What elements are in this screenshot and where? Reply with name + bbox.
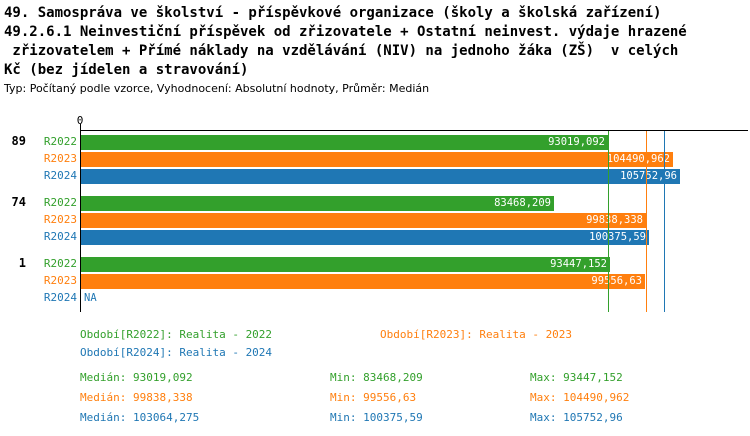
bar: 105752,96 xyxy=(81,169,680,184)
chart-title-line: zřizovatelem + Přímé náklady na vzdělává… xyxy=(4,43,679,59)
bar-chart: 0 93019,092 104490,962 105752,96 83468,209 9… xyxy=(0,114,750,312)
bar-value-label: 99556,63 xyxy=(591,275,642,287)
bar: 99838,338 xyxy=(81,213,646,228)
bar-value-label: 100375,59 xyxy=(589,231,646,243)
median-line-r2022 xyxy=(608,131,609,312)
series-label: R2022 xyxy=(43,257,77,270)
stat-max: Max: 104490,962 xyxy=(530,391,630,404)
chart-title-line: 49.2.6.1 Neinvestiční příspěvek od zřizo… xyxy=(4,24,687,40)
bar: 100375,59 xyxy=(81,230,649,245)
bar-value-label: 93447,152 xyxy=(550,258,607,270)
x-axis-origin-label: 0 xyxy=(76,114,84,127)
stat-min: Min: 83468,209 xyxy=(330,371,423,384)
x-axis-tick xyxy=(80,124,81,130)
plot-area: 93019,092 104490,962 105752,96 83468,209 998… xyxy=(80,130,748,312)
bar: 83468,209 xyxy=(81,196,554,211)
bar-value-label: 83468,209 xyxy=(494,197,551,209)
stat-min: Min: 100375,59 xyxy=(330,411,423,424)
stat-median: Medián: 103064,275 xyxy=(80,411,200,424)
bar: 93447,152 xyxy=(81,257,610,272)
series-label: R2024 xyxy=(43,230,77,243)
legend-item: Období[R2024]: Realita - 2024 xyxy=(80,346,273,359)
bar: 99556,63 xyxy=(81,274,645,289)
stat-max: Max: 93447,152 xyxy=(530,371,623,384)
chart-title-line: Kč (bez jídelen a stravování) xyxy=(4,62,249,78)
stat-median: Medián: 99838,338 xyxy=(80,391,193,404)
series-label: R2023 xyxy=(43,274,77,287)
chart-subtitle: Typ: Počítaný podle vzorce, Vyhodnocení:… xyxy=(4,82,430,95)
bar-na-label: NA xyxy=(84,292,97,304)
bar-value-label: 93019,092 xyxy=(548,136,605,148)
series-label: R2022 xyxy=(43,196,77,209)
series-label: R2024 xyxy=(43,291,77,304)
bar: 93019,092 xyxy=(81,135,608,150)
stat-max: Max: 105752,96 xyxy=(530,411,623,424)
stat-median: Medián: 93019,092 xyxy=(80,371,193,384)
group-label: 89 xyxy=(11,134,26,148)
series-label: R2024 xyxy=(43,169,77,182)
stats: Medián: 93019,092 Min: 83468,209 Max: 9344… xyxy=(80,371,748,425)
group-label: 1 xyxy=(18,256,26,270)
series-label: R2023 xyxy=(43,213,77,226)
legend-item: Období[R2023]: Realita - 2023 xyxy=(380,328,573,341)
median-line-r2023 xyxy=(646,131,647,312)
bar-value-label: 104490,962 xyxy=(606,153,670,165)
legend: Období[R2022]: Realita - 2022 Období[R202… xyxy=(80,328,680,360)
chart-title-line: 49. Samospráva ve školství - příspěvkové… xyxy=(4,5,662,21)
group-label: 74 xyxy=(11,195,26,209)
stat-min: Min: 99556,63 xyxy=(330,391,417,404)
legend-item: Období[R2022]: Realita - 2022 xyxy=(80,328,273,341)
bar-value-label: 99838,338 xyxy=(586,214,643,226)
median-line-r2024 xyxy=(664,131,665,312)
series-label: R2022 xyxy=(43,135,77,148)
bar-value-label: 105752,96 xyxy=(620,170,677,182)
series-label: R2023 xyxy=(43,152,77,165)
chart-title: 49. Samospráva ve školství - příspěvkové… xyxy=(4,4,687,80)
bar: 104490,962 xyxy=(81,152,673,167)
